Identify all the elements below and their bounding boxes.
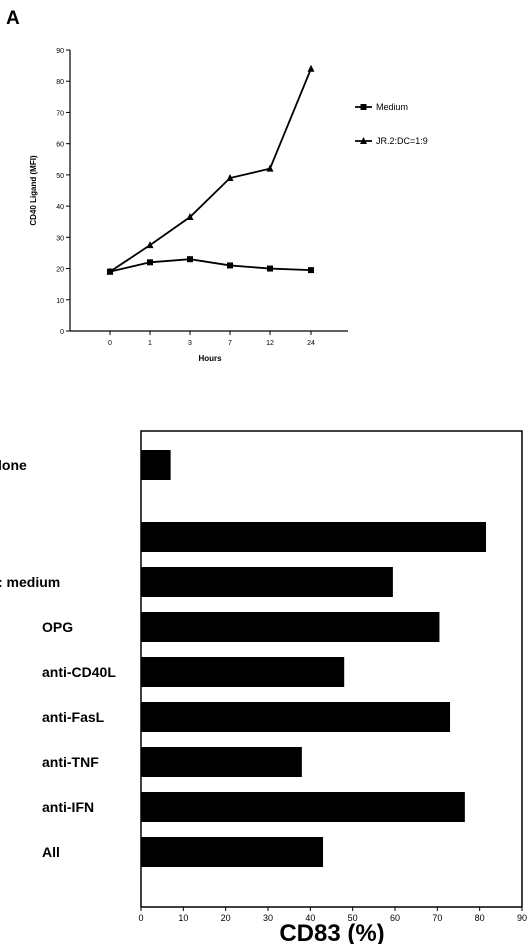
- bar: [141, 747, 302, 777]
- x-tick-label: 24: [307, 340, 315, 347]
- bar: [141, 567, 393, 597]
- series-line-square: [109, 258, 312, 273]
- bar: [141, 837, 324, 867]
- x-tick-label: 30: [263, 913, 273, 923]
- y-tick-label: 40: [56, 204, 64, 211]
- x-tick-label: 40: [305, 913, 315, 923]
- bar: [141, 702, 451, 732]
- data-point-triangle: [226, 174, 234, 182]
- bar-category-label: anti-FasL: [42, 709, 105, 725]
- legend-marker-square: [360, 104, 367, 110]
- legend-label: JR.2:DC=1:9: [376, 136, 428, 146]
- y-tick-label: 90: [56, 48, 64, 55]
- y-tick-label: 10: [56, 298, 64, 305]
- x-tick-label: 20: [221, 913, 231, 923]
- bar-category-label: anti-CD40L: [42, 664, 116, 680]
- x-tick-label: 3: [188, 340, 192, 347]
- x-tick-label: 7: [228, 340, 232, 347]
- data-point-triangle: [146, 241, 154, 249]
- bar: [141, 450, 171, 480]
- x-tick-label: 12: [266, 340, 274, 347]
- x-tick-label: 60: [390, 913, 400, 923]
- data-point-square: [187, 256, 193, 263]
- data-point-square: [267, 265, 273, 272]
- bar-category-label: anti-TNF: [42, 754, 99, 770]
- y-tick-label: 60: [56, 142, 64, 149]
- y-tick-label: 80: [56, 79, 64, 86]
- data-point-triangle: [186, 213, 194, 221]
- y-tick-label: 30: [56, 235, 64, 242]
- data-point-square: [308, 267, 314, 274]
- legend-label: Medium: [376, 102, 408, 112]
- bar: [141, 657, 345, 687]
- x-tick-label: 50: [348, 913, 358, 923]
- x-tick-label: 80: [475, 913, 485, 923]
- y-tick-label: 50: [56, 173, 64, 180]
- x-tick-label: 10: [178, 913, 188, 923]
- series-line-triangle: [109, 68, 312, 273]
- bar-category-label: : medium: [0, 574, 60, 590]
- panel-label-a: A: [6, 8, 20, 29]
- y-tick-label: 20: [56, 267, 64, 274]
- bar-category-label: anti-IFN: [42, 799, 94, 815]
- bar: [141, 522, 487, 552]
- x-tick-label: 1: [148, 340, 152, 347]
- bar-category-label: OPG: [42, 619, 73, 635]
- x-tick-label: 90: [517, 913, 527, 923]
- x-tick-label: 0: [138, 913, 143, 923]
- x-tick-label: 70: [432, 913, 442, 923]
- x-axis-title: Hours: [198, 354, 222, 363]
- legend-marker-triangle: [360, 137, 367, 144]
- line-chart: 0 10 20 30 40 50 60 70 80 90 0 1 3 7 12 24 Hours CD40 Lig…: [29, 48, 428, 363]
- data-point-triangle: [307, 64, 315, 72]
- x-axis-title: CD83 (%): [279, 920, 384, 944]
- data-point-triangle: [266, 164, 274, 172]
- bar-category-label: All: [42, 844, 60, 860]
- y-tick-label: 0: [60, 329, 64, 336]
- bar-category-label: lone: [0, 457, 27, 473]
- x-tick-label: 0: [108, 340, 112, 347]
- bar: [141, 612, 440, 642]
- data-point-square: [147, 259, 153, 266]
- data-point-triangle: [106, 267, 114, 275]
- y-tick-label: 70: [56, 110, 64, 117]
- y-axis-title: CD40 Ligand (MFI): [29, 155, 38, 226]
- bar: [141, 792, 465, 822]
- data-point-square: [227, 262, 233, 269]
